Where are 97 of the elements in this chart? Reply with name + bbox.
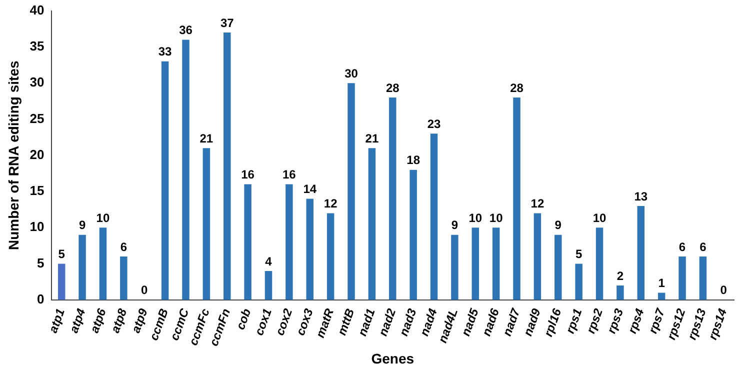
data-label: 6: [120, 240, 128, 254]
data-label: 1: [658, 276, 666, 290]
data-label: 12: [530, 196, 544, 211]
bar: [596, 228, 604, 300]
bar: [348, 83, 355, 300]
data-label: 0: [141, 283, 148, 298]
data-label: 37: [220, 16, 234, 30]
bar: [78, 234, 86, 300]
data-label: 6: [678, 240, 686, 254]
x-axis-title: Genes: [371, 350, 414, 366]
data-label: 2: [616, 268, 624, 283]
bar: [575, 264, 582, 300]
bar: [637, 206, 645, 300]
x-tick-label: rps1: [562, 306, 585, 336]
data-label: 10: [468, 210, 482, 225]
bar: [244, 184, 252, 300]
data-label: 36: [179, 23, 193, 38]
bar: [286, 184, 293, 300]
x-tick-label: mttB: [334, 306, 358, 338]
data-label: 13: [634, 189, 648, 204]
bar: [161, 61, 169, 300]
bar: [699, 256, 707, 300]
data-label: 10: [592, 210, 607, 225]
data-label: 10: [489, 210, 504, 225]
x-tick-label: rps4: [625, 306, 647, 336]
data-label: 28: [386, 80, 400, 95]
data-label: 18: [406, 153, 420, 168]
y-tick-label: 25: [30, 110, 44, 126]
x-tick-label: atp1: [46, 306, 68, 335]
x-tick-label: nad7: [500, 306, 524, 338]
data-label: 10: [96, 210, 110, 225]
bar: [554, 234, 562, 300]
bar: [368, 148, 376, 300]
x-tick-label: cox1: [252, 306, 275, 338]
data-label: 9: [554, 218, 562, 232]
y-tick-label: 35: [30, 38, 44, 54]
bar: [202, 148, 210, 300]
x-tick-label: nad2: [376, 306, 399, 338]
y-tick-label: 15: [30, 183, 44, 198]
bar: [120, 256, 128, 300]
bar: [306, 198, 314, 300]
y-tick-label: 10: [30, 219, 44, 234]
x-tick-label: nad1: [355, 306, 378, 338]
data-label: 5: [575, 247, 582, 262]
x-tick-label: cox3: [293, 306, 316, 338]
data-label: 4: [265, 254, 272, 268]
data-label: 14: [303, 182, 317, 196]
bar: [99, 228, 107, 300]
data-label: 12: [324, 196, 338, 211]
data-label: 23: [427, 116, 441, 131]
x-tick-label: nad6: [479, 306, 502, 338]
data-label: 9: [451, 218, 458, 232]
y-tick-label: 0: [37, 292, 44, 307]
y-tick-label: 5: [37, 255, 44, 270]
y-tick-label: 20: [30, 146, 44, 162]
x-tick-label: rps3: [604, 306, 626, 336]
data-label: 21: [200, 131, 214, 146]
y-tick-label: 40: [30, 2, 44, 18]
bar: [451, 234, 458, 300]
x-tick-label: matR: [313, 306, 337, 340]
bar: [410, 170, 417, 300]
bar: [678, 256, 686, 300]
x-tick-label: cox2: [272, 306, 296, 338]
bar: [326, 213, 334, 300]
bar: [534, 213, 542, 300]
bar: [264, 271, 272, 300]
x-tick-label: atp6: [87, 306, 110, 335]
bar: [658, 292, 666, 300]
bar: [513, 98, 520, 300]
data-label: 9: [78, 218, 86, 232]
data-label: 16: [282, 168, 296, 182]
data-label: 33: [158, 44, 172, 59]
bar: [492, 228, 500, 300]
data-label: 6: [700, 240, 707, 254]
x-tick-label: atp4: [66, 306, 88, 335]
data-label: 30: [344, 66, 358, 80]
x-tick-label: rps2: [584, 306, 606, 336]
data-label: 0: [720, 283, 728, 298]
data-label: 28: [510, 80, 524, 95]
bar: [472, 228, 480, 300]
x-tick-label: nad3: [396, 306, 420, 338]
y-axis-title: Number of RNA editing sites: [5, 60, 22, 250]
bar: [389, 98, 396, 300]
data-label: 5: [58, 247, 66, 262]
x-tick-label: rpl16: [541, 306, 564, 338]
bar: [616, 285, 624, 300]
x-tick-label: nad9: [520, 306, 544, 338]
x-tick-label: nad5: [458, 306, 482, 338]
bar: [430, 134, 438, 300]
y-tick-label: 30: [30, 74, 44, 90]
data-label: 16: [241, 168, 255, 182]
bar: [58, 264, 66, 300]
data-label: 21: [365, 131, 379, 146]
x-tick-label: cob: [233, 306, 254, 332]
bar: [182, 40, 190, 300]
x-tick-label: atp8: [108, 306, 130, 335]
bar: [223, 32, 231, 300]
